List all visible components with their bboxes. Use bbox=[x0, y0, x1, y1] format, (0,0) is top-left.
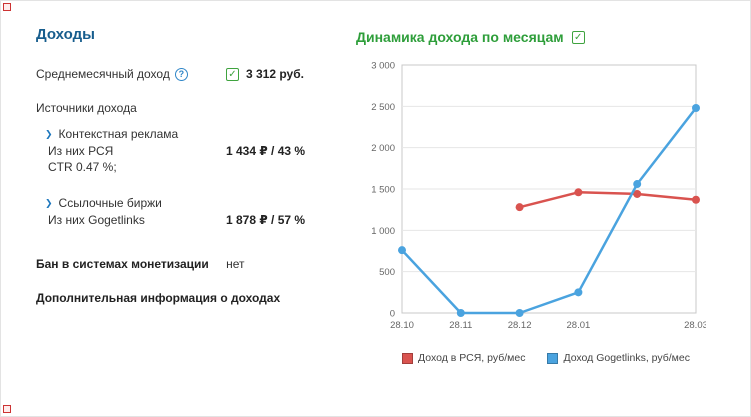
source-contextual-ads: ❯ Контекстная реклама Из них РСЯ 1 434 ₽… bbox=[36, 127, 356, 174]
broken-image-icon bbox=[3, 405, 11, 413]
avg-income-checkbox[interactable]: ✓ bbox=[226, 67, 239, 81]
help-icon[interactable]: ? bbox=[174, 67, 188, 81]
source-name: Ссылочные биржи bbox=[58, 196, 162, 210]
ban-value: нет bbox=[226, 257, 245, 271]
chart-legend: Доход в РСЯ, руб/мес Доход Gogetlinks, р… bbox=[356, 352, 706, 364]
income-sources-label: Источники дохода bbox=[36, 101, 137, 115]
income-chart: 0 500 1 000 1 500 2 000 2 500 3 000 28.10 28.11 2… bbox=[356, 55, 708, 365]
legend-label: Доход в РСЯ, руб/мес bbox=[418, 352, 526, 364]
ctr-value: CTR 0.47 %; bbox=[48, 160, 117, 174]
svg-text:28.12: 28.12 bbox=[508, 320, 532, 331]
additional-income-info: Дополнительная информация о доходах bbox=[36, 291, 281, 305]
chart-checkbox[interactable]: ✓ bbox=[571, 30, 585, 44]
ban-label: Бан в системах монетизации bbox=[36, 257, 209, 271]
svg-text:28.10: 28.10 bbox=[390, 320, 414, 331]
svg-text:3 000: 3 000 bbox=[371, 61, 395, 72]
svg-text:500: 500 bbox=[379, 267, 395, 278]
legend-swatch-red bbox=[402, 352, 414, 364]
svg-text:0: 0 bbox=[390, 309, 395, 320]
avg-income-value: 3 312 руб. bbox=[246, 67, 304, 81]
chevron-right-icon[interactable]: ❯ bbox=[45, 128, 53, 139]
page-title: Доходы bbox=[36, 26, 95, 43]
broken-image-icon bbox=[3, 3, 11, 11]
svg-text:28.03: 28.03 bbox=[684, 320, 706, 331]
ban-row: Бан в системах монетизации нет bbox=[36, 257, 356, 271]
source-name: Контекстная реклама bbox=[58, 127, 179, 141]
legend-label: Доход Gogetlinks, руб/мес bbox=[563, 352, 690, 364]
source-sub-value: 1 434 ₽ / 43 % bbox=[226, 144, 306, 158]
income-summary-panel: Доходы Среднемесячный доход ? ✓ 3 312 ру… bbox=[1, 1, 356, 416]
avg-income-row: Среднемесячный доход ? ✓ 3 312 руб. bbox=[36, 67, 356, 81]
income-chart-svg: 0 500 1 000 1 500 2 000 2 500 3 000 28.10 28.11 2… bbox=[371, 61, 708, 332]
legend-item-gogetlinks[interactable]: Доход Gogetlinks, руб/мес bbox=[547, 352, 690, 364]
legend-item-rsya[interactable]: Доход в РСЯ, руб/мес bbox=[402, 352, 525, 364]
chart-title: Динамика дохода по месяцам bbox=[356, 29, 564, 45]
avg-income-label: Среднемесячный доход bbox=[36, 67, 170, 81]
svg-text:2 500: 2 500 bbox=[371, 102, 395, 113]
income-chart-panel: Динамика дохода по месяцам ✓ 0 500 1 000 1 … bbox=[356, 1, 750, 416]
source-link-exchanges: ❯ Ссылочные биржи Из них Gogetlinks 1 87… bbox=[36, 196, 356, 227]
svg-text:1 500: 1 500 bbox=[371, 185, 395, 196]
source-sub-label: Из них РСЯ bbox=[48, 144, 114, 158]
source-sub-label: Из них Gogetlinks bbox=[48, 213, 145, 227]
svg-text:2 000: 2 000 bbox=[371, 143, 395, 154]
source-sub-value: 1 878 ₽ / 57 % bbox=[226, 213, 306, 227]
svg-text:28.01: 28.01 bbox=[567, 320, 591, 331]
legend-swatch-blue bbox=[547, 352, 559, 364]
svg-text:1 000: 1 000 bbox=[371, 226, 395, 237]
chevron-right-icon[interactable]: ❯ bbox=[45, 197, 53, 208]
svg-text:28.11: 28.11 bbox=[449, 320, 472, 331]
